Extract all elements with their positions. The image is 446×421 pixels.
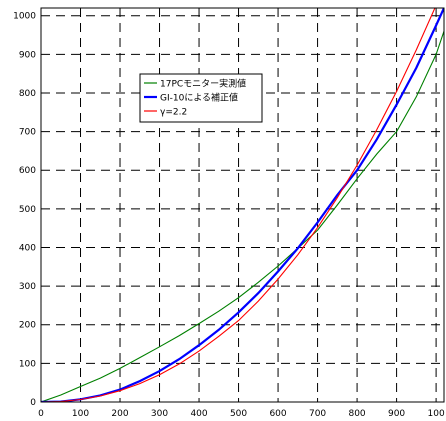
x-tick-label: 300: [151, 409, 168, 419]
legend: 17PCモニター実測値 GI-10による補正値 γ=2.2: [139, 73, 263, 123]
x-tick-label: 0: [38, 409, 44, 419]
y-tick-label: 600: [19, 166, 36, 176]
y-axis-tick-labels: 0 100 200 300 400 500 600 700 800 900 1000: [13, 12, 36, 408]
x-tick-label: 200: [111, 409, 128, 419]
series-line-2: [41, 8, 444, 402]
y-tick-label: 0: [30, 398, 36, 408]
x-tick-label: 600: [269, 409, 286, 419]
legend-label-1: 17PCモニター実測値: [160, 78, 246, 90]
y-tick-label: 500: [19, 205, 36, 215]
series-lines: [41, 8, 444, 402]
x-tick-label: 800: [348, 409, 365, 419]
y-tick-label: 700: [19, 128, 36, 138]
x-axis-tick-labels: 0 100 200 300 400 500 600 700 800 900 100: [38, 409, 445, 419]
y-tick-label: 900: [19, 50, 36, 60]
y-tick-label: 100: [19, 359, 36, 369]
x-tick-label: 700: [309, 409, 326, 419]
y-tick-label: 1000: [13, 12, 36, 22]
series-line-3: [41, 8, 436, 402]
x-tick-label: 100: [428, 409, 445, 419]
legend-label-2: GI-10による補正値: [160, 92, 238, 104]
y-tick-label: 300: [19, 282, 36, 292]
x-tick-label: 400: [190, 409, 207, 419]
legend-label-3: γ=2.2: [160, 108, 187, 118]
y-tick-label: 200: [19, 321, 36, 331]
y-tick-label: 400: [19, 243, 36, 253]
grid: [41, 8, 444, 402]
x-tick-label: 100: [72, 409, 89, 419]
plot-frame: [40, 7, 445, 403]
series-line-1: [41, 31, 444, 402]
y-tick-label: 800: [19, 89, 36, 99]
legend-box: [139, 73, 263, 123]
x-tick-label: 500: [230, 409, 247, 419]
x-tick-label: 900: [388, 409, 405, 419]
